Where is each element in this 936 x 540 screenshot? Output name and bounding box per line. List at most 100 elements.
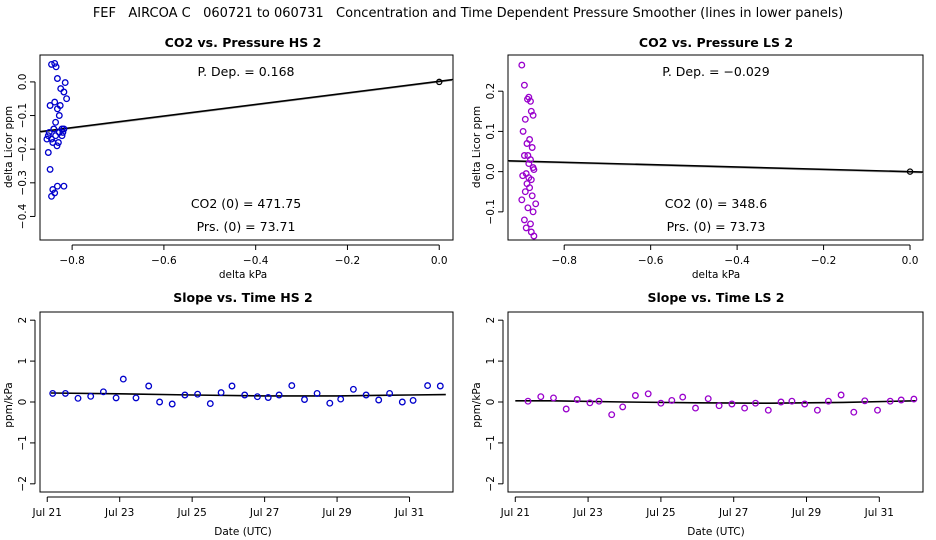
data-point xyxy=(326,399,334,407)
y-tick-label: −0.2 xyxy=(17,136,29,162)
y-tick-label: 1 xyxy=(485,358,497,365)
x-axis-label: delta kPa xyxy=(692,269,740,281)
panel-title: Slope vs. Time LS 2 xyxy=(647,290,784,305)
annotation-p-dep: P. Dep. = 0.168 xyxy=(198,64,295,79)
data-point xyxy=(527,156,534,164)
data-point xyxy=(704,395,712,403)
data-point xyxy=(573,396,581,403)
x-tick-label: Jul 25 xyxy=(645,507,675,519)
data-point xyxy=(46,102,54,109)
fit-line xyxy=(507,159,924,173)
data-point xyxy=(520,81,528,89)
data-point xyxy=(55,112,63,119)
data-point xyxy=(54,139,62,146)
data-point xyxy=(386,389,394,397)
data-point xyxy=(60,125,68,133)
y-tick-label: 0.0 xyxy=(17,74,29,91)
data-point xyxy=(518,61,526,69)
data-point xyxy=(524,397,532,405)
data-point xyxy=(53,142,61,150)
x-tick-label: Jul 21 xyxy=(500,507,530,519)
plot-frame xyxy=(507,311,924,493)
data-point xyxy=(119,375,127,383)
data-point xyxy=(813,406,821,414)
x-tick-label: Jul 23 xyxy=(572,507,602,519)
data-point xyxy=(524,204,532,212)
data-point xyxy=(45,128,53,136)
data-point xyxy=(145,382,153,390)
y-tick-label: −2 xyxy=(485,476,497,491)
x-tick-label: Jul 23 xyxy=(104,507,134,519)
x-tick-label: Jul 31 xyxy=(394,507,424,519)
data-point xyxy=(60,88,68,96)
data-point xyxy=(526,184,534,192)
anchor-point xyxy=(435,78,443,86)
y-axis-label: delta Licor ppm xyxy=(471,106,483,188)
x-tick-label: −0.8 xyxy=(59,255,85,267)
data-point xyxy=(518,196,526,204)
y-tick-label: −0.4 xyxy=(17,203,29,229)
data-point xyxy=(874,406,881,414)
data-point xyxy=(58,132,66,140)
y-tick-label: −2 xyxy=(17,476,29,491)
data-point xyxy=(520,216,528,224)
data-point xyxy=(424,382,432,390)
data-point xyxy=(217,389,225,397)
data-point xyxy=(74,394,82,402)
data-point xyxy=(398,398,406,406)
data-point xyxy=(777,398,785,406)
data-point xyxy=(63,95,71,103)
annotation-prs-zero: Prs. (0) = 73.71 xyxy=(197,219,296,234)
data-point xyxy=(61,79,69,87)
y-tick-label: −0.1 xyxy=(485,199,497,225)
data-point xyxy=(253,393,261,401)
data-point xyxy=(527,107,535,115)
panel-slope-vs-time-hs: Slope vs. Time HS 2 Date (UTC) ppm/kPa J… xyxy=(3,290,454,538)
data-point xyxy=(48,192,55,200)
y-tick-label: −0.1 xyxy=(17,103,29,129)
x-tick-label: −0.2 xyxy=(811,255,837,267)
data-point xyxy=(60,182,68,190)
data-point xyxy=(886,397,894,405)
y-tick-label: 2 xyxy=(485,317,497,324)
data-point xyxy=(57,85,65,93)
y-tick-label: 0 xyxy=(17,399,29,406)
data-point xyxy=(409,396,417,404)
data-point xyxy=(521,188,529,196)
x-tick-label: 0.0 xyxy=(431,255,448,267)
panel-title: CO2 vs. Pressure LS 2 xyxy=(639,35,793,50)
data-point xyxy=(595,397,603,405)
data-point xyxy=(313,389,321,397)
annotation-co2-zero: CO2 (0) = 471.75 xyxy=(191,196,301,211)
data-point xyxy=(337,395,345,403)
data-point xyxy=(741,404,749,412)
annotation-co2-zero: CO2 (0) = 348.6 xyxy=(665,196,767,211)
data-point xyxy=(436,382,444,390)
data-point xyxy=(850,408,858,416)
data-point xyxy=(715,402,723,410)
panel-title: CO2 vs. Pressure HS 2 xyxy=(165,35,322,50)
x-tick-label: Jul 21 xyxy=(32,507,62,519)
data-point xyxy=(50,125,58,133)
data-point xyxy=(61,389,69,397)
data-point xyxy=(301,396,308,403)
data-point xyxy=(132,394,140,402)
figure-title: FEF AIRCOA C 060721 to 060731 Concentrat… xyxy=(92,6,844,21)
plot-frame xyxy=(39,54,454,241)
data-point xyxy=(156,398,164,406)
data-point xyxy=(537,393,545,401)
x-tick-label: −0.2 xyxy=(335,255,361,267)
data-point xyxy=(112,394,120,402)
data-point xyxy=(532,200,540,208)
y-tick-label: 0.1 xyxy=(485,123,497,140)
y-tick-label: −1 xyxy=(17,435,29,450)
x-tick-label: Jul 27 xyxy=(249,507,279,519)
data-point xyxy=(51,98,59,106)
x-axis-label: Date (UTC) xyxy=(687,526,744,538)
data-point xyxy=(52,118,60,126)
data-point xyxy=(550,394,557,402)
data-point xyxy=(53,182,61,190)
data-point xyxy=(51,59,59,67)
data-point xyxy=(523,140,531,147)
x-tick-label: Jul 31 xyxy=(864,507,894,519)
